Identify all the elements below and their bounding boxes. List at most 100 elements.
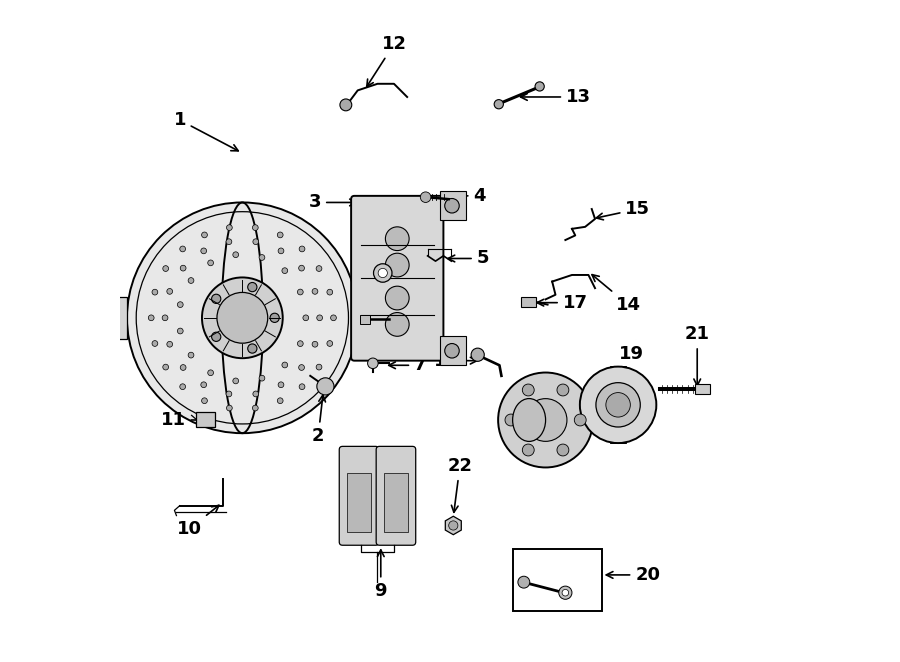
Circle shape — [163, 265, 168, 271]
Bar — [347, 473, 371, 532]
Circle shape — [312, 342, 318, 347]
Text: 14: 14 — [592, 275, 641, 314]
Circle shape — [163, 364, 168, 370]
Text: 11: 11 — [160, 411, 208, 429]
Circle shape — [127, 203, 357, 433]
Circle shape — [212, 294, 220, 303]
FancyBboxPatch shape — [351, 196, 444, 361]
Bar — [360, 314, 370, 324]
Circle shape — [227, 405, 232, 411]
Circle shape — [299, 384, 305, 389]
Circle shape — [202, 277, 283, 358]
Circle shape — [316, 265, 322, 271]
Circle shape — [252, 405, 258, 411]
Text: 9: 9 — [374, 550, 387, 600]
Circle shape — [559, 586, 572, 599]
Circle shape — [299, 365, 304, 370]
Circle shape — [162, 315, 168, 320]
Circle shape — [180, 265, 186, 271]
Circle shape — [374, 263, 392, 282]
Circle shape — [180, 365, 186, 370]
Circle shape — [208, 260, 213, 265]
Circle shape — [226, 239, 232, 244]
Bar — [196, 412, 215, 426]
Circle shape — [562, 589, 569, 596]
Polygon shape — [446, 516, 462, 535]
Circle shape — [233, 252, 238, 258]
Text: 20: 20 — [607, 566, 661, 584]
Text: 17: 17 — [537, 294, 588, 312]
Circle shape — [299, 246, 305, 252]
Circle shape — [557, 444, 569, 456]
Circle shape — [297, 289, 303, 295]
Bar — [513, 549, 601, 611]
Text: 13: 13 — [520, 88, 591, 106]
Circle shape — [152, 341, 158, 346]
Circle shape — [278, 248, 284, 254]
Text: 4: 4 — [448, 187, 486, 205]
Circle shape — [317, 315, 322, 320]
Circle shape — [252, 224, 258, 230]
Text: 3: 3 — [309, 193, 356, 211]
Bar — [610, 432, 626, 444]
Text: 8: 8 — [397, 264, 433, 282]
Ellipse shape — [513, 399, 545, 442]
Circle shape — [580, 367, 656, 443]
Text: 5: 5 — [448, 250, 490, 267]
Circle shape — [177, 328, 184, 334]
Circle shape — [505, 414, 517, 426]
Circle shape — [177, 302, 184, 308]
Circle shape — [208, 370, 213, 375]
Circle shape — [535, 82, 544, 91]
Text: 22: 22 — [447, 457, 473, 512]
Circle shape — [277, 232, 284, 238]
Circle shape — [282, 267, 288, 273]
Circle shape — [201, 382, 207, 388]
Circle shape — [606, 393, 630, 417]
Circle shape — [574, 414, 586, 426]
Circle shape — [297, 341, 303, 346]
Text: 7: 7 — [389, 356, 427, 374]
Text: 15: 15 — [597, 200, 651, 220]
Circle shape — [201, 248, 207, 254]
Circle shape — [445, 199, 459, 213]
Text: 16: 16 — [434, 352, 477, 369]
Circle shape — [494, 99, 503, 109]
Circle shape — [385, 253, 410, 277]
Circle shape — [166, 342, 173, 347]
Circle shape — [471, 348, 484, 361]
Circle shape — [212, 332, 220, 342]
Circle shape — [226, 391, 232, 397]
Circle shape — [166, 289, 173, 295]
Text: 2: 2 — [312, 395, 326, 446]
Circle shape — [152, 289, 158, 295]
Circle shape — [312, 289, 318, 295]
Text: 18: 18 — [540, 412, 564, 459]
Circle shape — [248, 344, 256, 353]
Bar — [610, 366, 626, 378]
Circle shape — [233, 378, 238, 384]
Circle shape — [188, 277, 194, 283]
Circle shape — [445, 344, 459, 358]
Circle shape — [385, 227, 410, 251]
Circle shape — [180, 384, 185, 389]
Circle shape — [367, 358, 378, 369]
Circle shape — [327, 341, 333, 346]
Circle shape — [259, 375, 265, 381]
Circle shape — [202, 232, 207, 238]
Circle shape — [522, 384, 535, 396]
Circle shape — [277, 398, 284, 404]
Bar — [117, 297, 127, 338]
Circle shape — [316, 364, 322, 370]
Text: 10: 10 — [177, 505, 219, 538]
Circle shape — [385, 286, 410, 310]
Circle shape — [596, 383, 640, 427]
Text: 1: 1 — [174, 111, 239, 151]
FancyBboxPatch shape — [339, 446, 379, 545]
Circle shape — [227, 224, 232, 230]
Circle shape — [180, 246, 185, 252]
Circle shape — [253, 391, 258, 397]
Circle shape — [327, 289, 333, 295]
Circle shape — [498, 373, 593, 467]
Circle shape — [270, 313, 279, 322]
